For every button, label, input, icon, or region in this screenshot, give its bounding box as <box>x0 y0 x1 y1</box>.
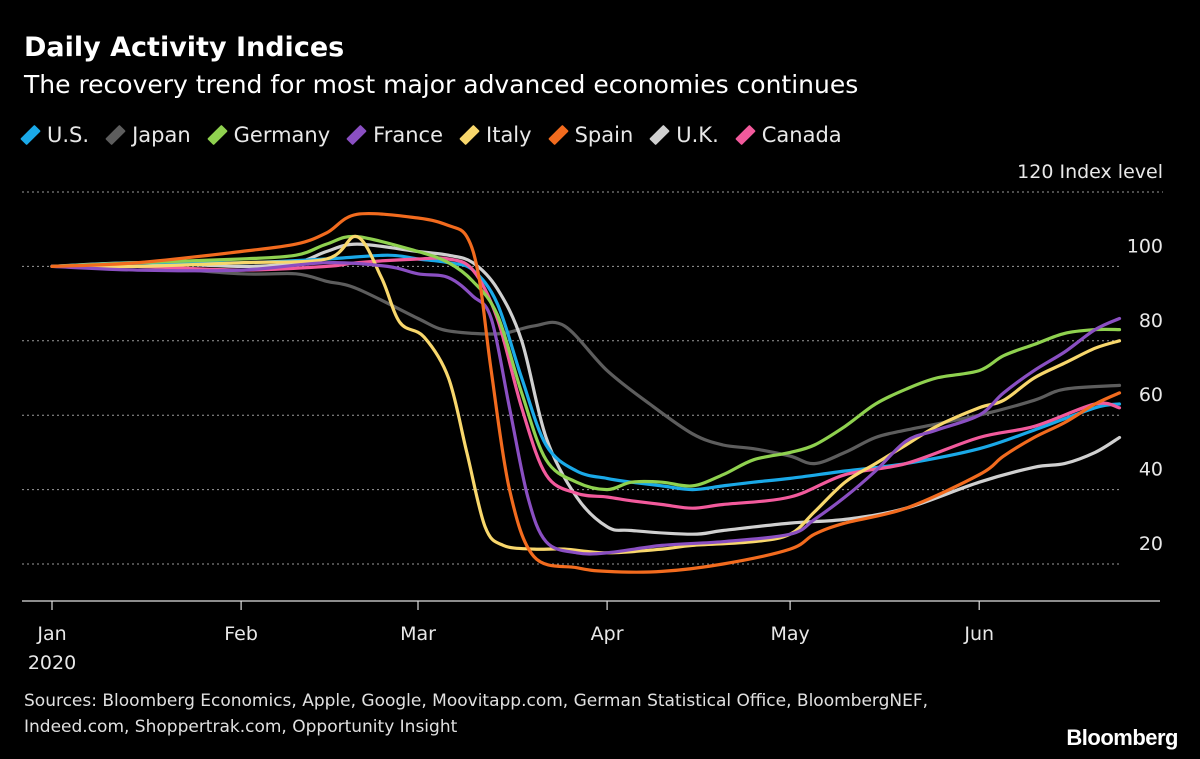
y-tick-label: 100 <box>1127 235 1163 257</box>
legend-label: Germany <box>233 123 331 147</box>
y-tick-label: 60 <box>1139 384 1163 406</box>
series-line <box>50 256 1122 510</box>
series-line <box>50 261 1122 556</box>
x-tick-label: Feb <box>224 623 258 645</box>
legend-label: U.K. <box>676 123 719 147</box>
legend-item: Japan <box>105 123 191 147</box>
y-tick-label: 80 <box>1139 310 1163 332</box>
chart-subtitle: The recovery trend for most major advanc… <box>24 70 859 99</box>
series-line <box>50 264 1122 466</box>
legend-item: U.K. <box>649 123 719 147</box>
series-line <box>50 234 1122 492</box>
chart-legend: U.S. Japan Germany France Italy Spain U.K. Cana… <box>20 123 860 147</box>
legend-label: France <box>373 123 444 147</box>
legend-label: Canada <box>761 123 842 147</box>
grid-lines <box>22 191 1163 565</box>
x-tick-label: Apr <box>591 623 624 645</box>
legend-label: Spain <box>574 123 634 147</box>
bloomberg-logo: Bloomberg <box>1066 725 1178 750</box>
legend-item: U.S. <box>20 123 90 147</box>
x-tick-label: Mar <box>400 623 436 645</box>
legend-item: Italy <box>459 123 532 147</box>
legend-label: Japan <box>132 123 191 147</box>
y-tick-label: 120 Index level <box>1017 161 1163 183</box>
series-line <box>50 242 1122 536</box>
legend-item: France <box>346 123 444 147</box>
x-tick-label: Jun <box>963 623 994 645</box>
series-line <box>50 234 1122 555</box>
series-line <box>50 211 1122 574</box>
legend-label: Italy <box>486 123 532 147</box>
y-tick-label: 40 <box>1139 459 1163 481</box>
x-tick-label: May <box>770 623 809 645</box>
x-axis: Jan Feb Mar Apr May Jun 2020 <box>22 600 1160 674</box>
y-axis-labels: 20 40 60 80 100 120 Index level <box>1017 161 1163 555</box>
x-tick-label: Jan <box>36 623 66 645</box>
series-lines <box>50 211 1122 574</box>
legend-item: Spain <box>547 123 634 147</box>
legend-label: U.S. <box>47 123 90 147</box>
chart-title: Daily Activity Indices <box>24 32 345 63</box>
sources-note: Sources: Bloomberg Economics, Apple, Goo… <box>24 691 929 737</box>
series-line <box>50 253 1122 492</box>
x-year-label: 2020 <box>28 652 76 674</box>
y-tick-label: 20 <box>1139 533 1163 555</box>
legend-item: Germany <box>206 123 331 147</box>
legend-item: Canada <box>735 123 842 147</box>
